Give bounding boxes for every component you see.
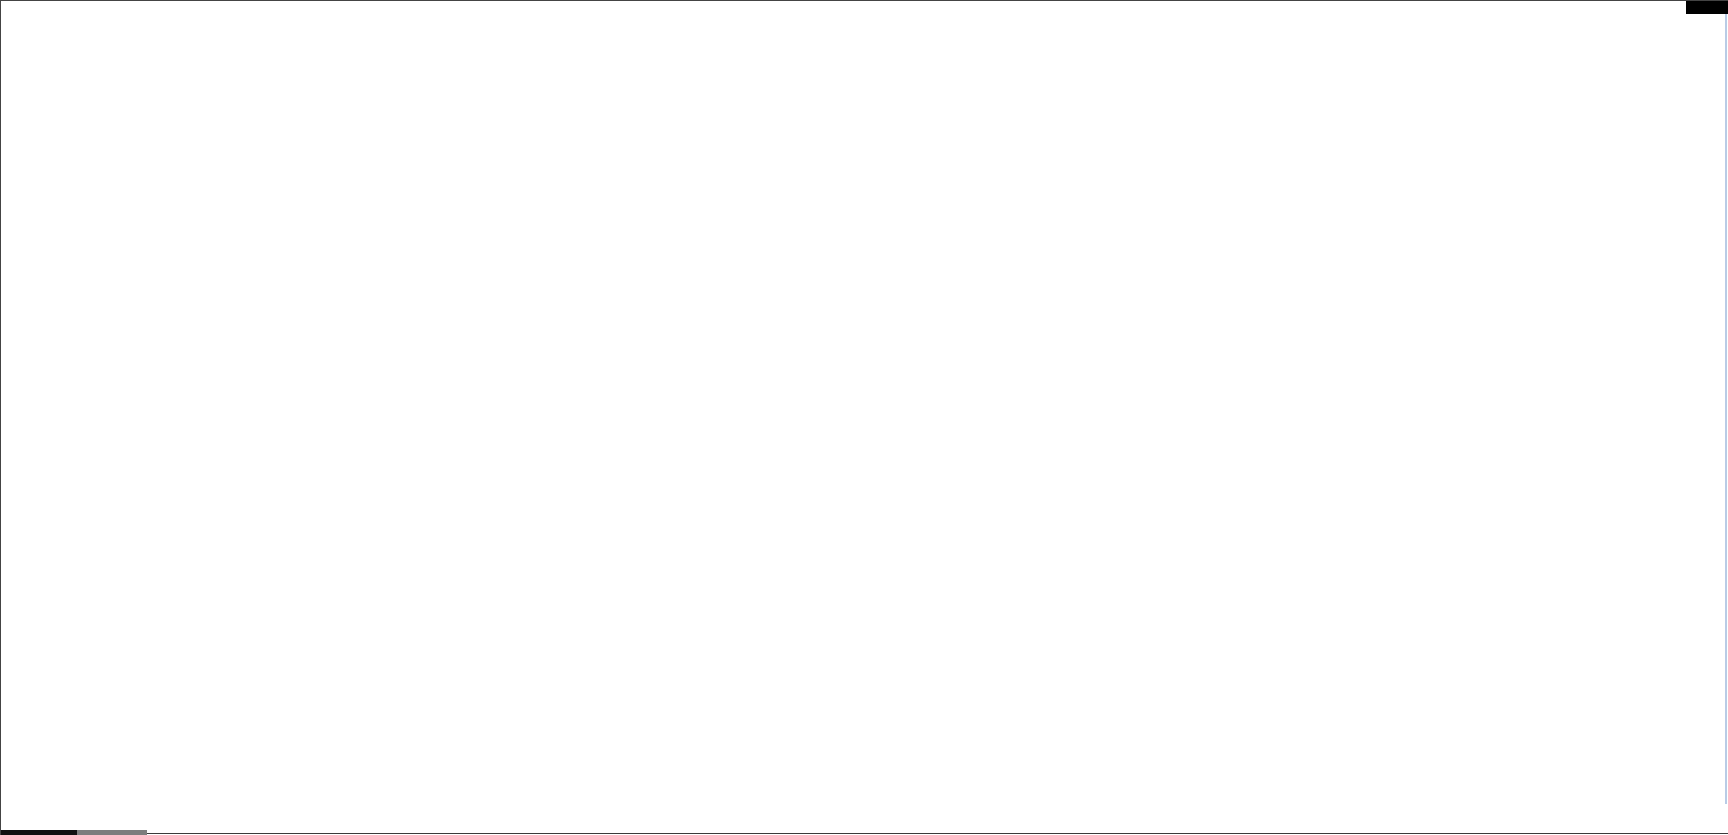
chart-title-bar bbox=[7, 2, 19, 15]
current-price-badge bbox=[1686, 1, 1728, 14]
right-scroll-strip[interactable] bbox=[1725, 14, 1727, 804]
window-resize-bar-gray[interactable] bbox=[77, 830, 147, 835]
window-resize-bar-dark[interactable] bbox=[1, 830, 77, 835]
